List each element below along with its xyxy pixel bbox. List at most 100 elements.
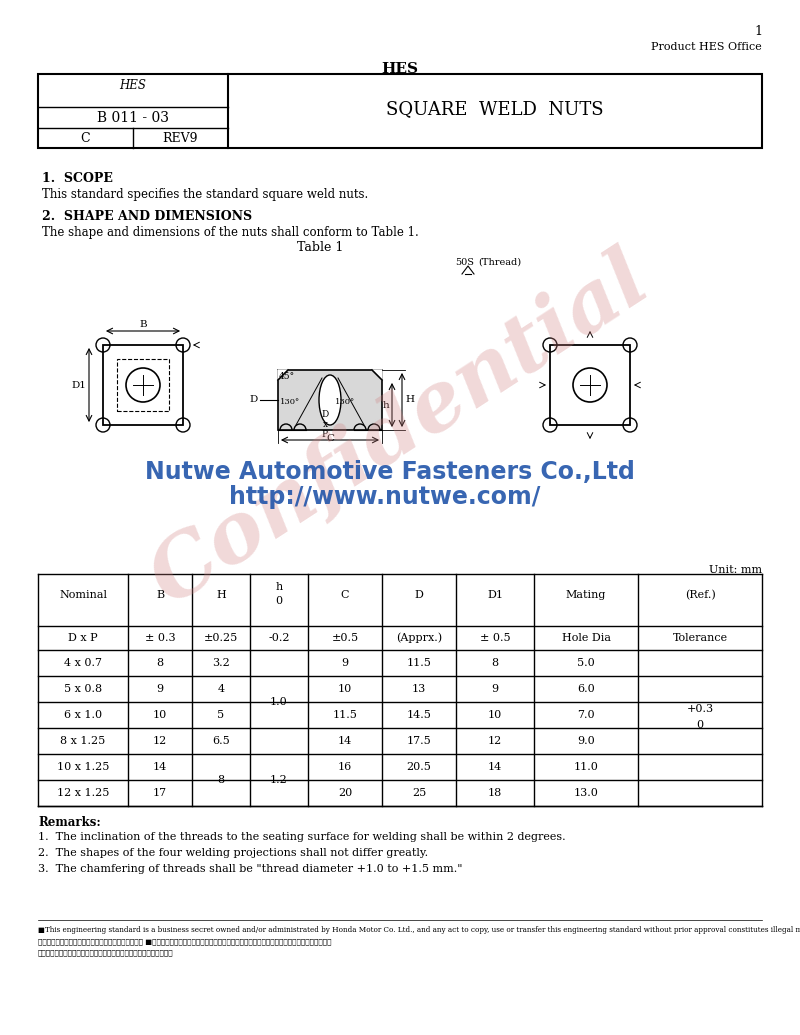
- Text: 14: 14: [338, 736, 352, 746]
- Text: 8: 8: [218, 775, 225, 785]
- Text: D: D: [250, 395, 258, 405]
- Text: 5 x 0.8: 5 x 0.8: [64, 684, 102, 694]
- Text: 10: 10: [153, 710, 167, 720]
- Text: ±0.25: ±0.25: [204, 633, 238, 643]
- Text: D1: D1: [487, 590, 503, 600]
- Bar: [117, 359, 169, 411]
- Text: B: B: [139, 320, 147, 329]
- Text: D: D: [414, 590, 423, 600]
- Text: 6 x 1.0: 6 x 1.0: [64, 710, 102, 720]
- Text: Tolerance: Tolerance: [673, 633, 727, 643]
- Text: Remarks:: Remarks:: [38, 816, 101, 829]
- Bar: [103, 345, 183, 425]
- Text: 1: 1: [754, 25, 762, 38]
- Text: 4: 4: [218, 684, 225, 694]
- Text: D: D: [322, 410, 329, 419]
- Text: H: H: [405, 395, 414, 405]
- Text: ■This engineering standard is a business secret owned and/or administrated by Ho: ■This engineering standard is a business…: [38, 926, 800, 934]
- Text: Confidential: Confidential: [136, 239, 664, 621]
- Text: 0: 0: [697, 720, 703, 730]
- Text: (Ref.): (Ref.): [685, 590, 715, 600]
- Text: H: H: [216, 590, 226, 600]
- Text: P: P: [322, 430, 328, 439]
- Text: 1.  The inclination of the threads to the seating surface for welding shall be w: 1. The inclination of the threads to the…: [38, 832, 566, 842]
- Text: 10: 10: [338, 684, 352, 694]
- Text: 4 x 0.7: 4 x 0.7: [64, 658, 102, 668]
- Text: 1.0: 1.0: [270, 697, 288, 707]
- Bar: [550, 345, 630, 425]
- Text: C: C: [341, 590, 350, 600]
- Text: D x P: D x P: [68, 633, 98, 643]
- Text: HES: HES: [119, 79, 146, 92]
- Text: 擅自复制、使用或转交本规格票的行为均属违法行为。 ■本規格票は本田技研工業（株）が所有及／又は管理する秘密情報であり、事前の承認なく、: 擅自复制、使用或转交本规格票的行为均属违法行为。 ■本規格票は本田技研工業（株）…: [38, 937, 331, 945]
- Text: 8: 8: [157, 658, 163, 668]
- Text: 14.5: 14.5: [406, 710, 431, 720]
- Text: 8: 8: [491, 658, 498, 668]
- Text: 12 x 1.25: 12 x 1.25: [57, 788, 109, 798]
- Text: 6.0: 6.0: [577, 684, 595, 694]
- Text: 14: 14: [153, 762, 167, 772]
- Text: Mating: Mating: [566, 590, 606, 600]
- Text: D1: D1: [71, 381, 86, 389]
- Text: 130°: 130°: [335, 398, 355, 406]
- Text: 17.5: 17.5: [406, 736, 431, 746]
- Text: 20.5: 20.5: [406, 762, 431, 772]
- Text: 8 x 1.25: 8 x 1.25: [60, 736, 106, 746]
- Text: 9: 9: [342, 658, 349, 668]
- Text: 2.  SHAPE AND DIMENSIONS: 2. SHAPE AND DIMENSIONS: [42, 210, 252, 223]
- Text: The shape and dimensions of the nuts shall conform to Table 1.: The shape and dimensions of the nuts sha…: [42, 226, 418, 239]
- Text: 9: 9: [491, 684, 498, 694]
- Text: 9.0: 9.0: [577, 736, 595, 746]
- Text: Table 1: Table 1: [297, 241, 343, 254]
- Text: Nominal: Nominal: [59, 590, 107, 600]
- Text: (Thread): (Thread): [478, 258, 521, 267]
- Text: 1.  SCOPE: 1. SCOPE: [42, 172, 113, 185]
- Text: B 011 - 03: B 011 - 03: [97, 111, 169, 125]
- Text: ± 0.3: ± 0.3: [145, 633, 175, 643]
- Text: 16: 16: [338, 762, 352, 772]
- Text: Nutwe Automotive Fasteners Co.,Ltd: Nutwe Automotive Fasteners Co.,Ltd: [145, 460, 635, 484]
- Text: 11.5: 11.5: [406, 658, 431, 668]
- Text: http://www.nutwe.com/: http://www.nutwe.com/: [230, 485, 541, 509]
- Bar: [278, 369, 382, 430]
- Text: 11.5: 11.5: [333, 710, 358, 720]
- Text: 2.  The shapes of the four welding projections shall not differ greatly.: 2. The shapes of the four welding projec…: [38, 848, 428, 858]
- Text: 14: 14: [488, 762, 502, 772]
- Text: h: h: [382, 401, 389, 410]
- Text: This standard specifies the standard square weld nuts.: This standard specifies the standard squ…: [42, 188, 368, 201]
- Text: 6.5: 6.5: [212, 736, 230, 746]
- Text: C: C: [326, 434, 334, 443]
- Text: +0.3: +0.3: [686, 704, 714, 714]
- Text: 13.0: 13.0: [574, 788, 598, 798]
- Text: 50S: 50S: [455, 258, 474, 267]
- Ellipse shape: [319, 375, 341, 425]
- Text: Hole Dia: Hole Dia: [562, 633, 610, 643]
- Text: -0.2: -0.2: [268, 633, 290, 643]
- Text: 12: 12: [488, 736, 502, 746]
- Text: REV9: REV9: [162, 132, 198, 145]
- Text: 7.0: 7.0: [577, 710, 595, 720]
- Text: 3.  The chamfering of threads shall be "thread diameter +1.0 to +1.5 mm.": 3. The chamfering of threads shall be "t…: [38, 864, 462, 874]
- Text: Product HES Office: Product HES Office: [651, 42, 762, 52]
- Text: 25: 25: [412, 788, 426, 798]
- Text: 13: 13: [412, 684, 426, 694]
- Text: SQUARE  WELD  NUTS: SQUARE WELD NUTS: [386, 100, 604, 118]
- Text: ± 0.5: ± 0.5: [480, 633, 510, 643]
- Text: B: B: [156, 590, 164, 600]
- Text: 18: 18: [488, 788, 502, 798]
- Text: C: C: [81, 132, 90, 145]
- Text: HES: HES: [382, 62, 418, 76]
- Text: 9: 9: [157, 684, 163, 694]
- Text: 11.0: 11.0: [574, 762, 598, 772]
- Bar: [38, 73, 762, 148]
- Text: 10: 10: [488, 710, 502, 720]
- Text: h: h: [275, 582, 282, 592]
- Polygon shape: [372, 369, 382, 380]
- Text: 5.0: 5.0: [577, 658, 595, 668]
- Text: 130°: 130°: [280, 398, 300, 406]
- Text: (Apprx.): (Apprx.): [396, 632, 442, 644]
- Text: 5: 5: [218, 710, 225, 720]
- Text: 本規格票を複写、使用し、又は引き渡すことは違法行為になります。: 本規格票を複写、使用し、又は引き渡すことは違法行為になります。: [38, 948, 174, 956]
- Text: 3.2: 3.2: [212, 658, 230, 668]
- Text: 20: 20: [338, 788, 352, 798]
